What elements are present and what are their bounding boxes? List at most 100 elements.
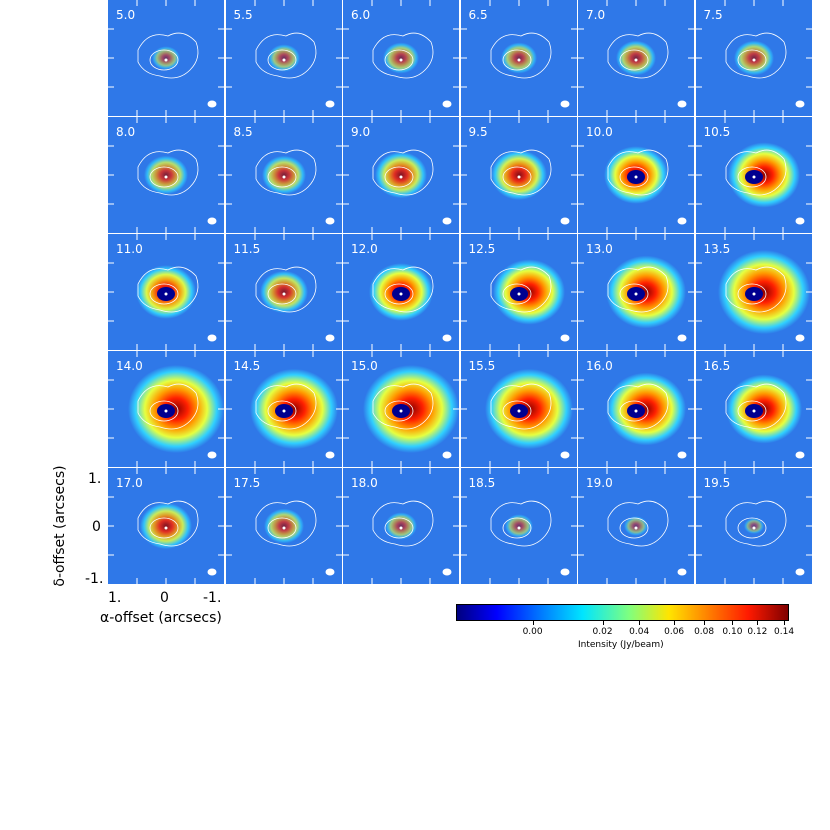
channel-panel: 14.0 bbox=[108, 351, 224, 467]
contour-inner bbox=[619, 400, 649, 422]
beam-ellipse bbox=[442, 217, 452, 225]
contour-inner bbox=[267, 49, 296, 71]
channel-panel: 17.5 bbox=[225, 468, 342, 584]
contour-outer bbox=[607, 32, 669, 79]
channel-map bbox=[225, 117, 342, 233]
x-tick-right: -1. bbox=[203, 590, 222, 606]
center-marker bbox=[282, 526, 285, 530]
contour-outer bbox=[137, 266, 199, 313]
contour-inner bbox=[384, 400, 414, 422]
contour-outer bbox=[490, 500, 551, 547]
channel-panel: 13.0 bbox=[578, 234, 694, 350]
beam-ellipse bbox=[207, 451, 217, 459]
y-tick-bottom: -1. bbox=[85, 571, 104, 587]
colorbar-tick-mark bbox=[757, 621, 759, 625]
center-marker bbox=[752, 292, 755, 296]
y-tick-top: 1. bbox=[88, 471, 102, 487]
contour-inner bbox=[267, 166, 296, 188]
beam-ellipse bbox=[677, 100, 687, 108]
colorbar-tick-mark bbox=[784, 621, 785, 625]
channel-panel: 10.0 bbox=[578, 117, 694, 233]
contour-outer bbox=[137, 500, 199, 547]
colorbar-tick-label: 0.12 bbox=[747, 627, 768, 637]
center-marker bbox=[634, 58, 638, 62]
center-marker bbox=[752, 58, 755, 62]
emission-blob bbox=[490, 150, 547, 200]
beam-ellipse bbox=[442, 100, 452, 108]
channel-map bbox=[695, 0, 812, 116]
contour-inner bbox=[737, 166, 766, 188]
colorbar-tick-mark bbox=[732, 621, 734, 625]
channel-map bbox=[225, 351, 342, 467]
contour-inner bbox=[384, 517, 414, 539]
channel-map bbox=[578, 234, 694, 350]
center-marker bbox=[517, 58, 520, 62]
contour-outer bbox=[255, 383, 316, 430]
colorbar-tick-label: 0.04 bbox=[629, 627, 650, 637]
contour-outer bbox=[607, 149, 669, 196]
contour-inner bbox=[149, 400, 179, 422]
x-axis-label: α-offset (arcsecs) bbox=[100, 610, 222, 626]
emission-blob bbox=[743, 518, 764, 534]
beam-ellipse bbox=[442, 451, 452, 459]
center-marker bbox=[517, 526, 520, 530]
contour-outer bbox=[725, 32, 786, 79]
channel-map bbox=[225, 0, 342, 116]
channel-panel: 17.0 bbox=[108, 468, 224, 584]
beam-ellipse bbox=[325, 217, 334, 225]
channel-map bbox=[695, 351, 812, 467]
contour-inner bbox=[149, 283, 179, 305]
contour-inner bbox=[267, 283, 296, 305]
colorbar-tick-label: 0.02 bbox=[592, 627, 613, 637]
beam-ellipse bbox=[325, 334, 334, 342]
center-marker bbox=[164, 526, 168, 530]
beam-ellipse bbox=[677, 217, 687, 225]
beam-ellipse bbox=[677, 334, 687, 342]
channel-map bbox=[460, 468, 577, 584]
channel-map bbox=[108, 468, 224, 584]
center-marker bbox=[634, 526, 638, 530]
channel-panel: 6.0 bbox=[343, 0, 459, 116]
contour-inner bbox=[502, 517, 531, 539]
emission-blob bbox=[383, 42, 419, 74]
emission-blob bbox=[500, 42, 537, 74]
center-marker bbox=[517, 292, 520, 296]
channel-panel: 5.5 bbox=[225, 0, 342, 116]
channel-map bbox=[578, 0, 694, 116]
center-marker bbox=[517, 175, 520, 179]
colorbar-tick-mark bbox=[639, 621, 641, 625]
contour-inner bbox=[384, 166, 414, 188]
emission-blob bbox=[484, 368, 573, 450]
channel-panel: 11.0 bbox=[108, 234, 224, 350]
contour-outer bbox=[725, 383, 786, 430]
center-marker bbox=[399, 526, 403, 530]
center-marker bbox=[282, 175, 285, 179]
colorbar-tick-label: 0.08 bbox=[694, 627, 715, 637]
center-marker bbox=[752, 526, 755, 530]
emission-blob bbox=[606, 255, 686, 329]
beam-ellipse bbox=[560, 568, 569, 576]
channel-map bbox=[108, 351, 224, 467]
channel-map bbox=[343, 234, 459, 350]
colorbar-tick-label: 0.06 bbox=[664, 627, 685, 637]
channel-panel: 10.5 bbox=[695, 117, 812, 233]
beam-ellipse bbox=[325, 451, 334, 459]
channel-map bbox=[343, 0, 459, 116]
channel-map-grid: 5.0 5.5 6.0 6.5 7.0 7.5 8.0 8.5 9.0 9.5 10.0 10.5 11… bbox=[108, 0, 812, 586]
contour-outer bbox=[725, 500, 786, 547]
channel-map bbox=[343, 468, 459, 584]
colorbar-tick-mark bbox=[602, 621, 604, 625]
colorbar-tick-mark bbox=[532, 621, 534, 625]
beam-ellipse bbox=[207, 334, 217, 342]
contour-inner bbox=[737, 49, 766, 71]
contour-inner bbox=[502, 49, 531, 71]
channel-panel: 16.0 bbox=[578, 351, 694, 467]
channel-map bbox=[695, 117, 812, 233]
contour-inner bbox=[149, 49, 179, 71]
channel-map bbox=[460, 351, 577, 467]
contour-outer bbox=[607, 500, 669, 547]
channel-map bbox=[108, 234, 224, 350]
channel-map bbox=[578, 468, 694, 584]
beam-ellipse bbox=[560, 217, 569, 225]
contour-inner bbox=[384, 283, 414, 305]
